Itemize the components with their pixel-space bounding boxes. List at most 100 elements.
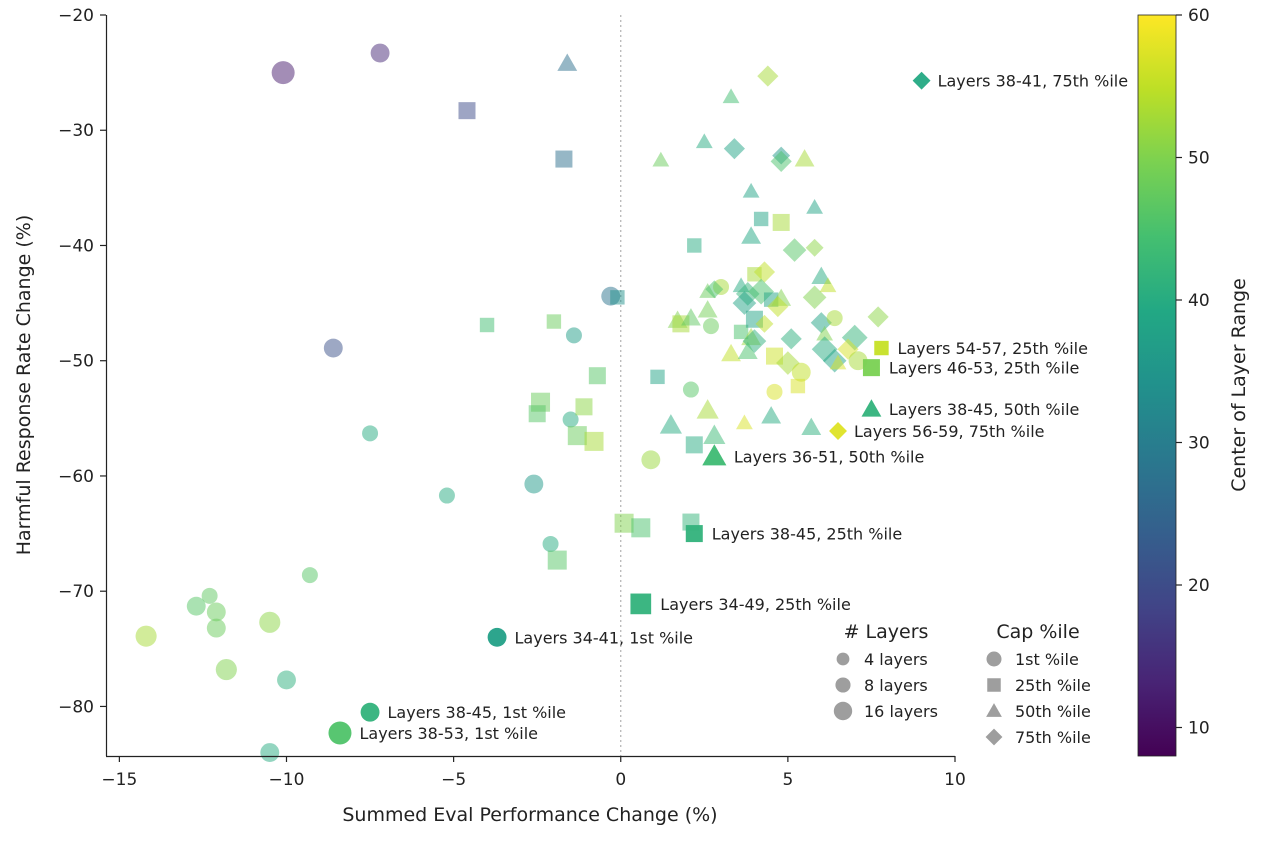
scatter-point: [703, 424, 726, 444]
scatter-point: [479, 317, 495, 333]
y-tick-label: −70: [58, 582, 94, 602]
scatter-point: [650, 369, 665, 385]
legend-layers-label: 8 layers: [864, 676, 928, 695]
highlighted-point: [630, 593, 652, 615]
y-ticks: −20 −30 −40 −50 −60 −70 −80: [58, 6, 106, 717]
scatter-point: [215, 659, 237, 681]
scatter-points: [135, 43, 889, 762]
scatter-point: [722, 88, 740, 104]
legend-layers-label: 4 layers: [864, 650, 928, 669]
scatter-point: [588, 367, 606, 385]
scatter-point: [682, 381, 699, 398]
scatter-point: [260, 743, 280, 762]
legend-cap-label: 1st %ile: [1015, 650, 1079, 669]
scatter-point: [546, 314, 562, 329]
scatter-point: [557, 53, 578, 71]
x-tick-label: −10: [269, 770, 305, 790]
scatter-point: [206, 618, 226, 638]
scatter-point: [819, 277, 837, 293]
y-tick-label: −60: [58, 467, 94, 487]
legend-shape-marker: [987, 678, 1001, 692]
colorbar-bar: [1137, 14, 1177, 757]
scatter-point: [695, 133, 713, 149]
y-tick-label: −30: [58, 121, 94, 141]
colorbar-tick-label: 20: [1188, 576, 1210, 596]
x-ticks: −15 −10 −5 0 5 10: [101, 756, 966, 790]
scatter-point: [806, 199, 824, 214]
scatter-point: [780, 328, 802, 350]
highlighted-point: [862, 359, 880, 377]
legend-shape-marker: [986, 703, 1002, 717]
legend-layers-title: # Layers: [844, 621, 929, 643]
scatter-point: [736, 414, 753, 430]
scatter-point: [370, 43, 390, 63]
scatter-point: [810, 312, 832, 334]
scatter-point: [652, 151, 670, 167]
point-annotation: Layers 54-57, 25th %ile: [897, 339, 1088, 358]
colorbar-ticks: 10 20 30 40 50 60: [1176, 6, 1210, 739]
scatter-point: [687, 238, 702, 253]
scatter-point: [547, 550, 567, 570]
y-tick-label: −80: [58, 697, 94, 717]
y-axis-title: Harmful Response Rate Change (%): [13, 215, 35, 556]
point-annotation: Layers 56-59, 75th %ile: [854, 422, 1045, 441]
scatter-point: [555, 150, 573, 168]
highlighted-point: [829, 422, 847, 440]
scatter-point: [567, 426, 587, 446]
highlighted-point: [874, 340, 889, 356]
scatter-point: [723, 138, 745, 160]
colorbar-tick-label: 30: [1188, 434, 1210, 454]
highlighted-point: [328, 721, 352, 745]
scatter-point: [614, 513, 634, 533]
y-tick-label: −20: [58, 6, 94, 26]
scatter-point: [782, 238, 807, 262]
colorbar-tick-label: 10: [1188, 719, 1210, 739]
highlighted-point: [702, 444, 727, 466]
scatter-point: [816, 325, 834, 341]
colorbar-tick-label: 60: [1188, 6, 1210, 26]
scatter-point: [702, 318, 719, 335]
legend-layers-label: 16 layers: [864, 702, 938, 721]
point-annotation: Layers 34-49, 25th %ile: [660, 595, 851, 614]
scatter-point: [741, 226, 762, 244]
scatter-point: [753, 211, 769, 227]
y-tick-label: −50: [58, 352, 94, 372]
scatter-point: [681, 308, 701, 326]
highlighted-point: [685, 525, 703, 543]
scatter-point: [766, 383, 783, 400]
scatter-point: [697, 300, 718, 318]
x-axis-title: Summed Eval Performance Change (%): [342, 804, 717, 826]
scatter-point: [801, 417, 822, 436]
legend-cap: Cap %ile 1st %ile 25th %ile 50th %ile 75th …: [985, 621, 1091, 747]
scatter-point: [277, 670, 296, 690]
legend-cap-label: 75th %ile: [1015, 728, 1091, 747]
legend-cap-title: Cap %ile: [996, 621, 1079, 643]
scatter-point: [323, 338, 343, 358]
highlighted-point: [912, 71, 931, 90]
scatter-point: [271, 61, 295, 85]
scatter-point: [732, 291, 757, 315]
scatter-point: [867, 306, 889, 328]
x-tick-label: −5: [441, 770, 466, 790]
scatter-point: [848, 351, 868, 371]
scatter-point: [565, 327, 582, 344]
scatter-point: [802, 285, 827, 310]
scatter-point: [524, 474, 544, 494]
scatter-point: [438, 487, 455, 504]
scatter-point: [770, 150, 792, 172]
scatter-point: [805, 238, 824, 257]
scatter-point: [206, 602, 226, 622]
scatter-point: [610, 290, 625, 305]
scatter-point: [755, 314, 774, 333]
colorbar-title: Center of Layer Range: [1228, 278, 1250, 492]
legend-cap-label: 50th %ile: [1015, 702, 1091, 721]
highlighted-point: [861, 399, 882, 417]
legend-size-marker: [833, 701, 853, 721]
scatter-point: [757, 65, 779, 87]
scatter-point: [733, 324, 749, 340]
scatter-point: [761, 406, 782, 424]
scatter-point: [584, 431, 604, 451]
x-tick-label: 5: [782, 770, 793, 790]
scatter-point: [772, 213, 790, 231]
